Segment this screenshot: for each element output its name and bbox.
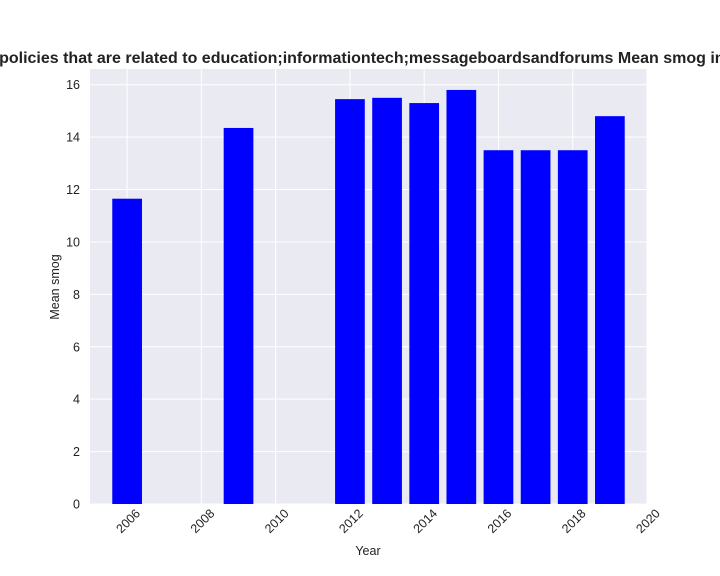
y-tick-label: 12 <box>66 183 80 197</box>
y-tick-label: 0 <box>73 498 80 512</box>
y-tick-label: 16 <box>66 78 80 92</box>
plot-background <box>90 69 647 504</box>
x-tick-label: 2014 <box>411 506 441 536</box>
x-tick-label: 2008 <box>188 506 218 536</box>
chart-title: Mean smog in privacy policies that are r… <box>0 50 720 67</box>
bar-2006 <box>112 198 142 504</box>
y-tick-label: 4 <box>73 393 80 407</box>
x-tick-label: 2018 <box>559 506 589 536</box>
y-tick-label: 14 <box>66 131 80 145</box>
x-tick-label: 2012 <box>336 506 366 536</box>
x-tick-label: 2006 <box>114 506 144 536</box>
bar-2018 <box>557 150 588 505</box>
y-tick-label: 6 <box>73 340 80 354</box>
bar-2015 <box>446 89 477 504</box>
bar-2013 <box>372 97 402 504</box>
y-tick-labels: 0 2 4 6 8 10 12 14 16 <box>66 78 80 511</box>
bar-2012 <box>335 99 365 504</box>
bar-2017 <box>520 150 551 505</box>
x-tick-label: 2016 <box>485 506 515 536</box>
bar-2016 <box>483 150 514 505</box>
x-tick-label: 2010 <box>262 506 292 536</box>
bars <box>112 89 625 505</box>
y-axis-label: Mean smog <box>48 254 62 319</box>
x-axis-label: Year <box>355 544 380 558</box>
y-tick-label: 8 <box>73 288 80 302</box>
bar-2019 <box>595 116 625 505</box>
y-tick-label: 10 <box>66 235 80 249</box>
x-tick-labels: 2006 2008 2010 2012 2014 2016 2018 2020 <box>114 506 663 536</box>
x-tick-label: 2020 <box>633 506 663 536</box>
y-tick-label: 2 <box>73 445 80 459</box>
bar-2009 <box>223 127 254 504</box>
bar-2014 <box>409 103 440 505</box>
